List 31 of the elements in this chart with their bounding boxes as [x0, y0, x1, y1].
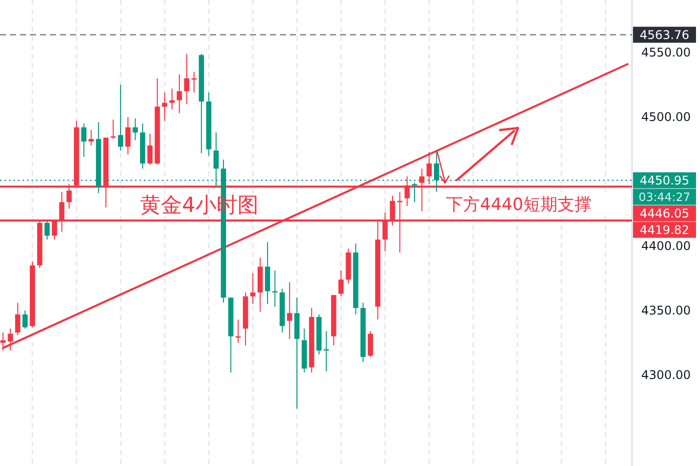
- ref-line-label: 4446.05: [640, 206, 690, 220]
- candlestick: [44, 221, 50, 240]
- candlestick: [184, 53, 190, 105]
- candlestick: [412, 182, 418, 203]
- candlestick: [286, 282, 292, 340]
- y-tick-label: 4500.00: [641, 110, 691, 124]
- y-tick-label: 4550.00: [641, 46, 691, 60]
- candlestick: [162, 92, 168, 122]
- candlestick: [88, 129, 94, 146]
- y-tick-label: 4400.00: [641, 239, 691, 254]
- candlestick: [118, 84, 124, 152]
- ref-line-label: 4450.95: [640, 173, 690, 188]
- candlestick: [176, 74, 182, 114]
- candlestick: [368, 330, 374, 358]
- candlestick: [324, 330, 329, 372]
- candlestick: [169, 88, 175, 110]
- candlestick: [250, 272, 256, 305]
- y-tick-label: 4300.00: [641, 368, 691, 382]
- candlestick: [338, 270, 344, 297]
- ref-line-label: 4419.82: [640, 222, 690, 237]
- annotation: 下方4440短期支撑: [446, 195, 592, 215]
- candlestick: [272, 270, 278, 308]
- text: 03:44:27: [638, 190, 690, 204]
- y-tick-label: 4350.00: [641, 304, 691, 318]
- candlestick: [147, 133, 153, 166]
- candlestick: [132, 118, 138, 141]
- candlestick: [22, 310, 28, 330]
- ref-line-label: 4563.76: [640, 28, 690, 42]
- candlestick: [81, 122, 86, 158]
- candlestick: [15, 302, 20, 336]
- candlestick: [125, 116, 131, 155]
